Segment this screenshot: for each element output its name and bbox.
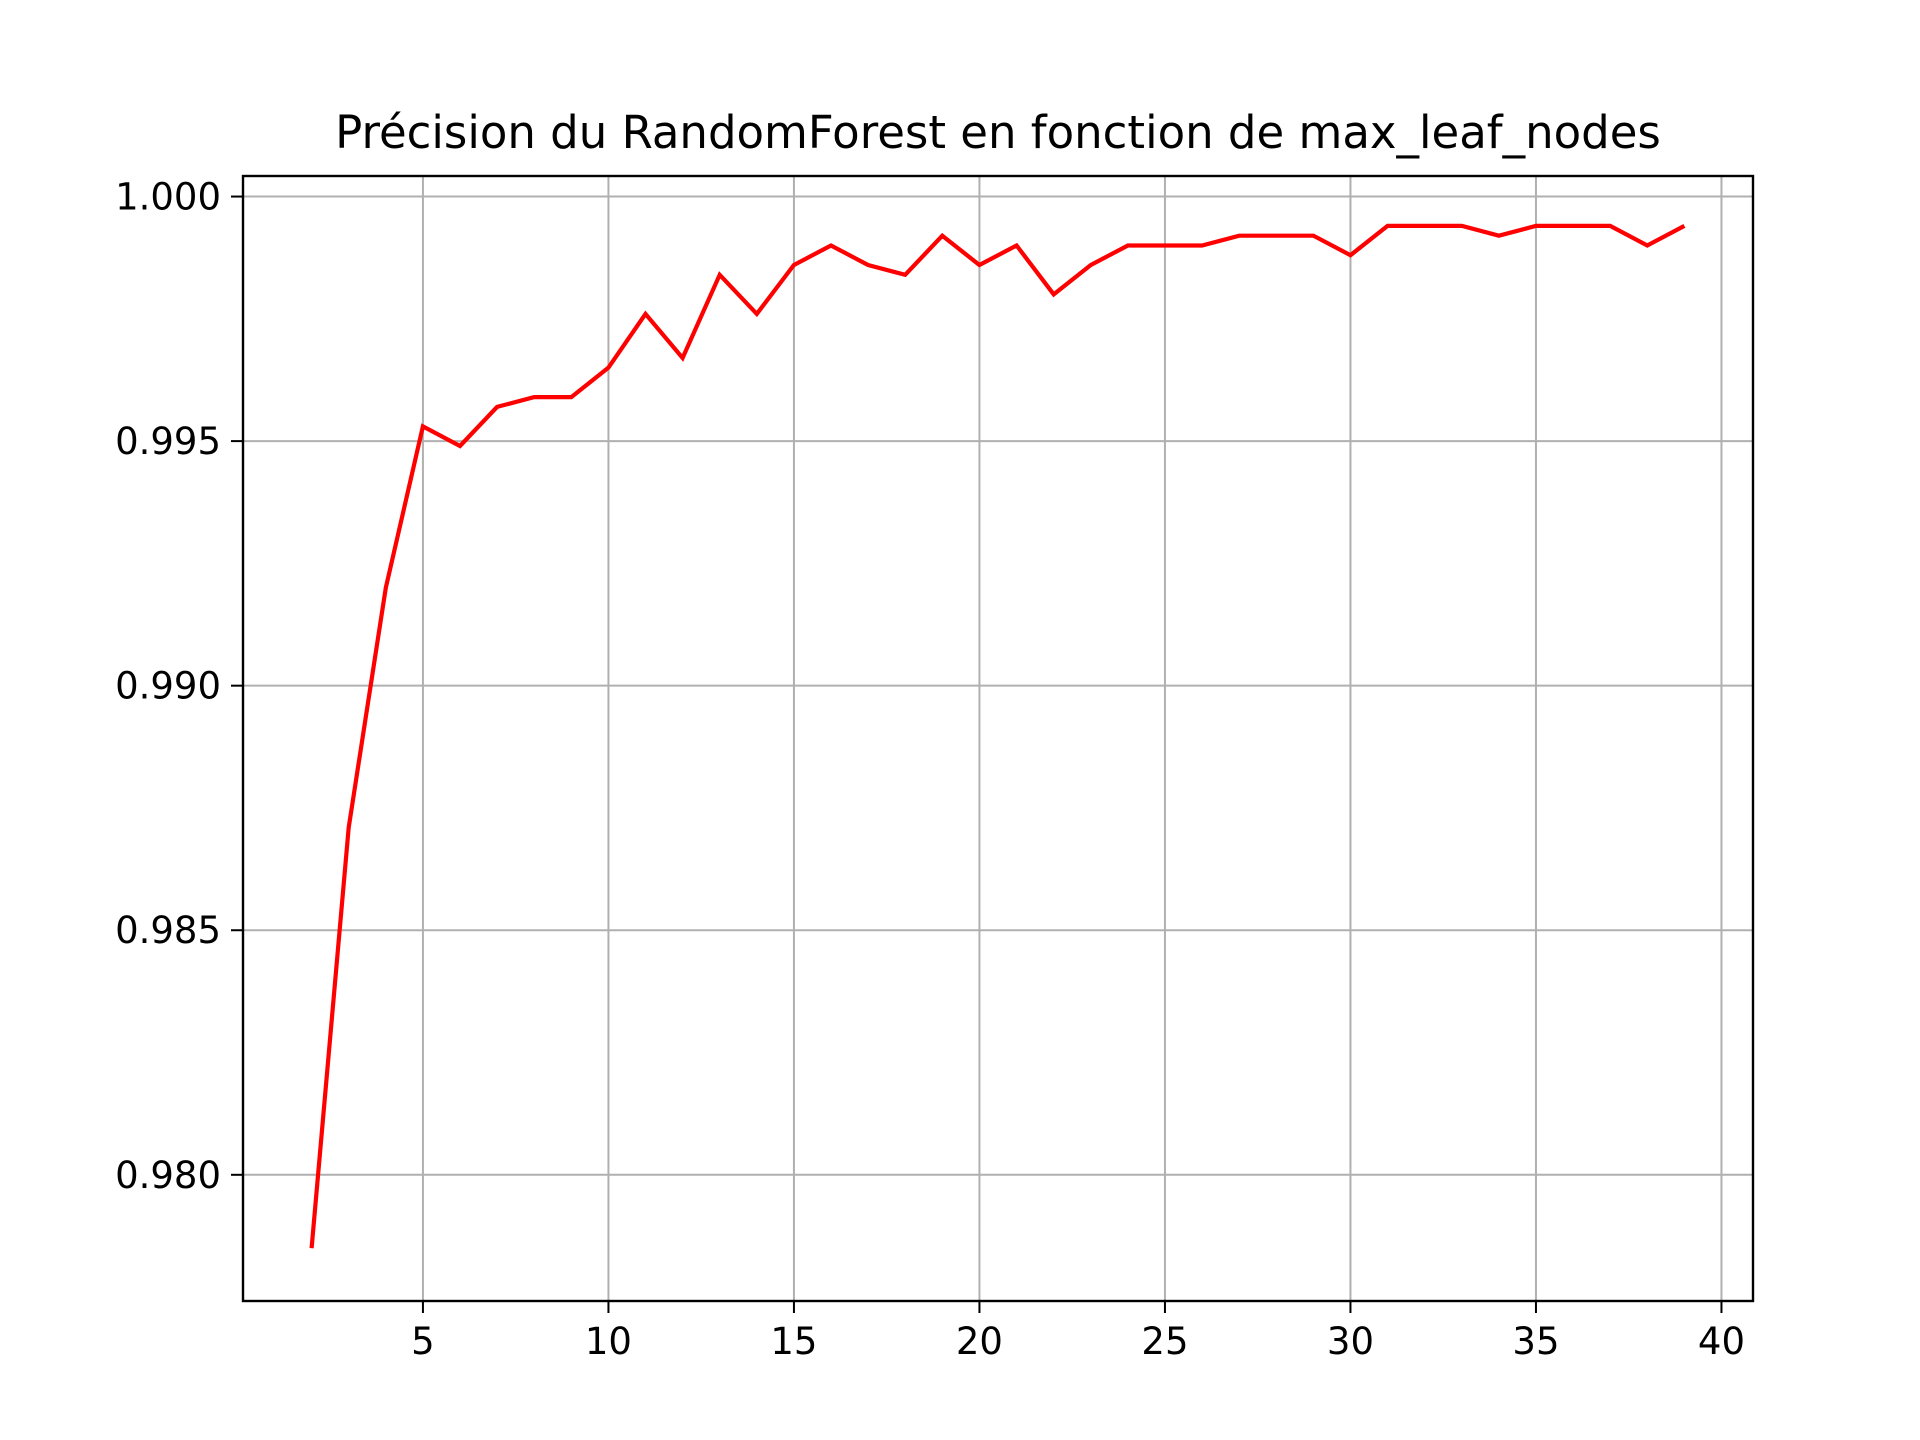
x-tick-label: 30 bbox=[1327, 1320, 1374, 1363]
x-tick-label: 15 bbox=[770, 1320, 817, 1363]
x-tick-label: 10 bbox=[585, 1320, 632, 1363]
y-tick-label: 1.000 bbox=[115, 176, 221, 219]
x-axis: 5 10 15 20 25 30 35 40 bbox=[411, 1301, 1745, 1363]
y-tick-label: 0.980 bbox=[115, 1154, 221, 1197]
grid-lines bbox=[243, 176, 1753, 1301]
x-tick-label: 5 bbox=[411, 1320, 435, 1363]
x-tick-label: 25 bbox=[1141, 1320, 1188, 1363]
y-tick-label: 0.990 bbox=[115, 665, 221, 708]
chart-title: Précision du RandomForest en fonction de… bbox=[335, 106, 1661, 159]
series-lines bbox=[309, 223, 1686, 1249]
x-tick-label: 35 bbox=[1512, 1320, 1559, 1363]
y-tick-label: 0.995 bbox=[115, 420, 221, 463]
series-line bbox=[309, 223, 1686, 1249]
x-tick-label: 40 bbox=[1698, 1320, 1745, 1363]
x-tick-label: 20 bbox=[956, 1320, 1003, 1363]
y-tick-label: 0.985 bbox=[115, 909, 221, 952]
plot-area-frame bbox=[241, 174, 1755, 1303]
y-axis: 0.980 0.985 0.990 0.995 1.000 bbox=[115, 176, 243, 1197]
